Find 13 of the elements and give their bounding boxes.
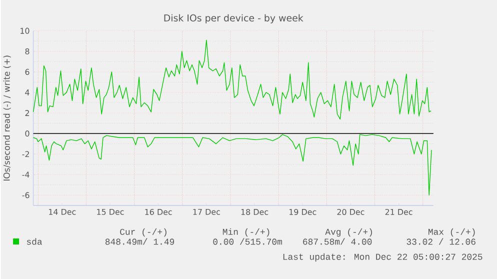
line-series: [32, 40, 432, 120]
text: 848.49m/ 1.49: [105, 238, 174, 245]
legend-label: sda: [26, 238, 42, 245]
text: 0.00 /515.70m: [213, 238, 282, 245]
text: Last update: Mon Dec 22 05:00:27 2025: [283, 253, 482, 262]
text: 33.02 / 12.06: [406, 238, 476, 245]
text: 687.58m/ 4.00: [303, 238, 372, 245]
text: Cur (-/+): [120, 228, 166, 236]
text: Avg (-/+): [325, 228, 372, 236]
chart-title: Disk IOs per device - by week: [164, 14, 304, 24]
y-axis-title: IOs/second read (-) / write (+): [3, 55, 11, 180]
text: Max (-/+): [428, 228, 475, 236]
text: Min (-/+): [222, 228, 270, 236]
